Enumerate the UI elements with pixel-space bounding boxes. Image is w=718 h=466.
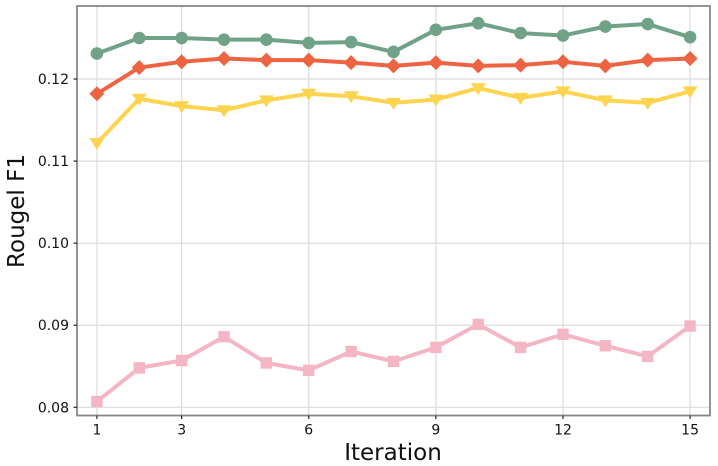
plot-area: 1 3 6 9 12 15 0.08 0.09 0.10 0.11 0.12 [38, 5, 711, 439]
series-green-point [217, 33, 231, 46]
x-tick-label: 1 [92, 423, 101, 439]
series-yellow-point [258, 95, 274, 108]
series-green-point [132, 31, 146, 45]
series-green-point [556, 29, 570, 42]
series-orange-red-point [301, 52, 317, 68]
series-orange-red-point [131, 60, 147, 76]
series-orange-red-point [640, 52, 656, 68]
series-orange-red-point [174, 54, 190, 70]
x-axis-label: Iteration [344, 440, 442, 466]
series-pink-point [260, 357, 273, 369]
series-yellow-point [682, 86, 698, 99]
y-tick-label: 0.08 [38, 400, 69, 416]
series-yellow-point [174, 101, 190, 114]
x-tick-label: 3 [177, 423, 186, 439]
series-pink-point [430, 341, 442, 354]
series-orange-red-point [682, 51, 698, 67]
series-green-point [471, 16, 485, 30]
series-yellow-point [301, 88, 317, 101]
series-pink-point [345, 345, 357, 358]
series-yellow-point [597, 95, 613, 108]
series-pink-point [91, 395, 103, 408]
series-pink-point [599, 340, 612, 352]
series-green-point [683, 30, 697, 44]
series-pink-point [557, 328, 569, 340]
series-pink-point [175, 354, 188, 367]
series-yellow-point [428, 94, 444, 107]
x-tick-label: 12 [554, 423, 572, 439]
series-yellow-point [470, 83, 486, 96]
plot-border [76, 5, 711, 417]
series-yellow-point [131, 93, 147, 106]
series-orange-red-point [470, 58, 486, 74]
series-pink-point [387, 355, 400, 368]
series-orange-red-point [513, 57, 529, 73]
x-tick-label: 9 [431, 423, 440, 439]
series-orange-red-point [597, 58, 613, 74]
series-green-point [90, 47, 104, 60]
series-pink-point [472, 318, 484, 331]
series-green-point [175, 31, 188, 45]
series-green-point [387, 45, 400, 59]
series-pink-point [642, 350, 654, 363]
series-green-point [429, 23, 443, 37]
series-green-point [641, 17, 655, 31]
series-pink-point [133, 362, 145, 374]
series-orange-red-point [555, 54, 571, 70]
series-pink-point [514, 341, 527, 354]
series-pink-point [684, 320, 696, 332]
y-tick-label: 0.10 [38, 236, 69, 252]
series-yellow-point [343, 91, 359, 104]
x-tick-label: 15 [681, 423, 699, 439]
series-orange-red-point [386, 58, 401, 74]
x-tick-label: 6 [304, 423, 313, 439]
y-axis-label: Rougel F1 [4, 154, 30, 268]
y-tick-label: 0.11 [38, 154, 69, 170]
series-orange-red-point [258, 52, 274, 68]
series-orange-red-point [428, 55, 444, 71]
series-yellow-point [216, 105, 232, 118]
series-green-point [344, 35, 358, 49]
series-yellow-point [89, 138, 105, 151]
series-pink-point [218, 331, 230, 343]
series-yellow-point [555, 86, 571, 99]
series-green-point [599, 20, 612, 33]
series-green-point [514, 26, 527, 40]
series-green-point [260, 33, 273, 46]
series-orange-red-point [343, 55, 359, 71]
series-pink-point [303, 364, 315, 377]
series-yellow-point [386, 97, 401, 110]
y-tick-label: 0.09 [38, 318, 69, 334]
series-orange-red-point [89, 86, 105, 102]
series-yellow-point [640, 97, 656, 110]
series-yellow-point [513, 92, 529, 105]
series-orange-red-point [216, 51, 232, 67]
y-tick-label: 0.12 [38, 72, 69, 88]
series-green-point [302, 36, 316, 50]
